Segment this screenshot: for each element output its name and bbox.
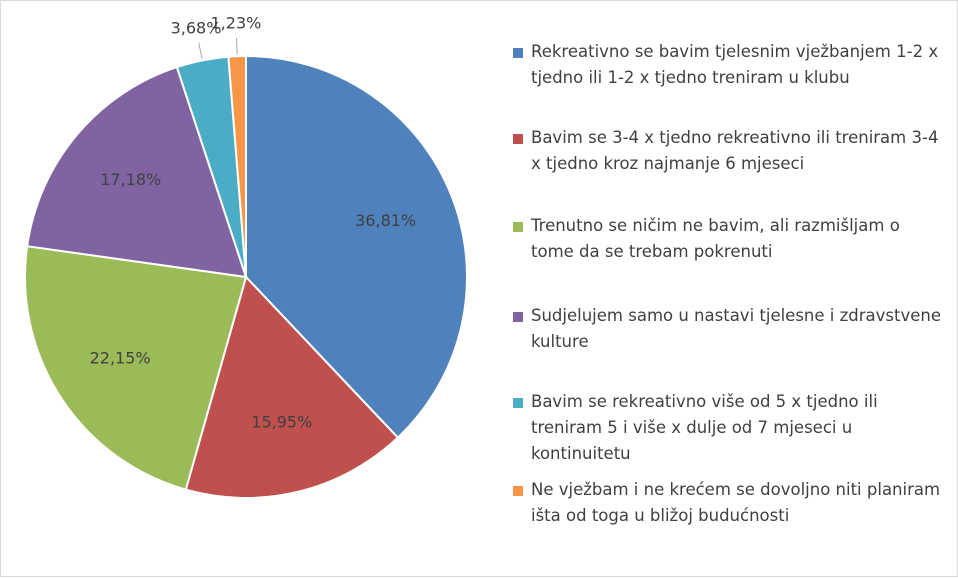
pie-slice xyxy=(245,54,468,440)
legend-entry: Bavim se rekreativno više od 5 x tjedno … xyxy=(513,389,943,467)
legend-entry: Rekreativno se bavim tjelesnim vježbanje… xyxy=(513,39,943,91)
legend-entry: Ne vježbam i ne krećem se dovoljno niti … xyxy=(513,477,943,529)
legend-label: Bavim se rekreativno više od 5 x tjedno … xyxy=(531,392,878,463)
pie-slice xyxy=(227,54,247,278)
legend-swatch xyxy=(513,312,523,322)
legend-entry: Sudjelujem samo u nastavi tjelesne i zdr… xyxy=(513,303,943,355)
legend-entry: Trenutno se ničim ne bavim, ali razmišlj… xyxy=(513,213,943,265)
legend-label: Trenutno se ničim ne bavim, ali razmišlj… xyxy=(531,216,900,261)
pie-slice xyxy=(184,275,400,499)
legend-label: Sudjelujem samo u nastavi tjelesne i zdr… xyxy=(531,306,942,351)
legend-swatch xyxy=(513,486,523,496)
leader-line xyxy=(235,38,238,55)
legend-label: Ne vježbam i ne krećem se dovoljno niti … xyxy=(531,480,941,525)
legend-swatch xyxy=(513,134,523,144)
legend-label: Bavim se 3-4 x tjedno rekreativno ili tr… xyxy=(531,128,939,173)
legend-label: Rekreativno se bavim tjelesnim vježbanje… xyxy=(531,42,939,87)
data-label: 1,23% xyxy=(211,14,262,33)
data-label: 36,81% xyxy=(355,211,416,230)
data-label: 17,18% xyxy=(100,170,161,189)
legend-swatch xyxy=(513,398,523,408)
data-label: 22,15% xyxy=(90,349,151,368)
legend-swatch xyxy=(513,48,523,58)
legend-entry: Bavim se 3-4 x tjedno rekreativno ili tr… xyxy=(513,125,943,177)
legend-swatch xyxy=(513,222,523,232)
pie-slice xyxy=(24,245,248,491)
leader-line xyxy=(198,42,203,59)
data-label: 3,68% xyxy=(171,18,222,37)
data-label: 15,95% xyxy=(251,412,312,431)
pie-slice xyxy=(26,65,248,279)
